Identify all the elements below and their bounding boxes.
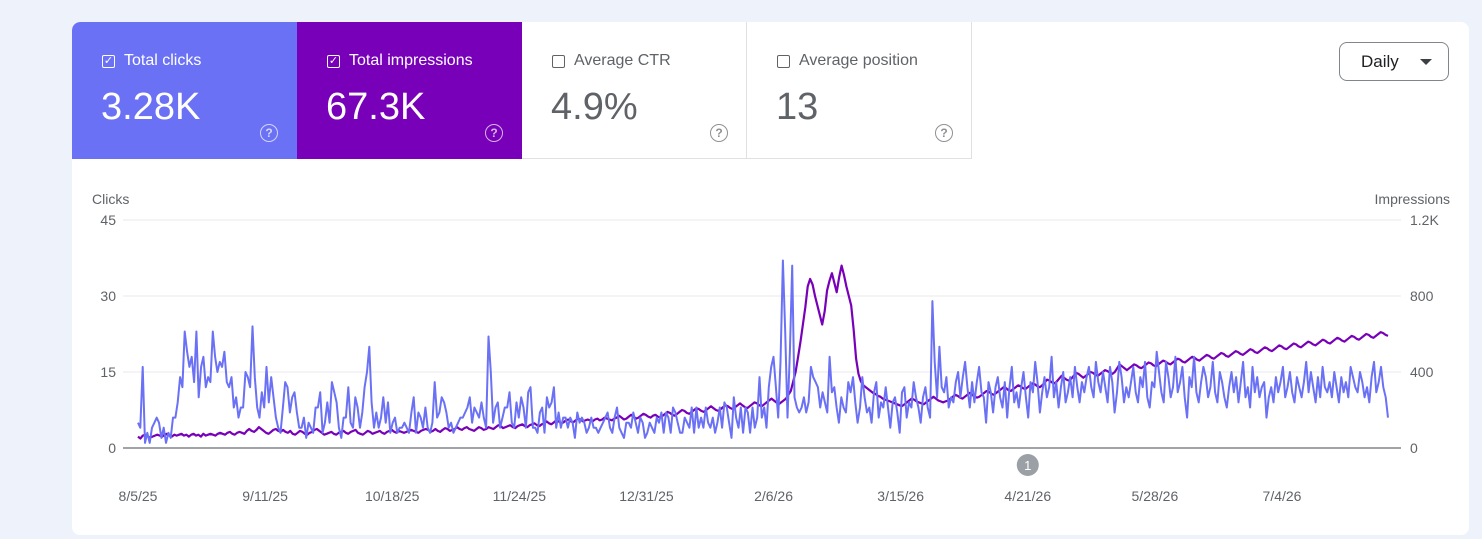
checkbox-checked-icon[interactable]: ✓ [102, 54, 115, 68]
metric-header: Average position [777, 52, 918, 70]
annotation-marker [1016, 454, 1039, 476]
axes: Clicks Impressions 45 1.2K 30 800 15 400 0 0 8/5/2… [92, 191, 1450, 504]
right-tick-label: 1.2K [1410, 212, 1439, 228]
metric-value: 67.3K [326, 86, 426, 128]
left-tick-label: 30 [100, 288, 116, 304]
x-tick-label: 2/6/26 [754, 488, 793, 504]
x-tick-label: 8/5/25 [119, 488, 158, 504]
metric-header: Average CTR [552, 52, 671, 70]
left-tick-label: 45 [100, 212, 116, 228]
checkbox-checked-icon[interactable]: ✓ [327, 54, 340, 68]
metric-average-position[interactable]: Average position 13 ? [747, 22, 972, 159]
series-line-impressions [137, 264, 1389, 440]
right-tick-label: 400 [1410, 364, 1434, 380]
metric-total-clicks[interactable]: ✓ Total clicks 3.28K ? [72, 22, 297, 159]
right-tick-label: 0 [1410, 440, 1418, 456]
performance-chart: Clicks Impressions 45 1.2K 30 800 15 400 0 0 8/5/2… [92, 191, 1450, 504]
right-axis-title: Impressions [1375, 191, 1450, 207]
left-tick-label: 0 [108, 440, 116, 456]
help-icon[interactable]: ? [485, 124, 503, 142]
annotations: 1 [1016, 454, 1039, 476]
left-axis-title: Clicks [92, 191, 129, 207]
metric-value: 4.9% [551, 86, 638, 128]
granularity-label: Daily [1361, 51, 1399, 71]
x-tick-label: 4/21/26 [1004, 488, 1051, 504]
annotation-label: 1 [1024, 458, 1031, 473]
help-icon[interactable]: ? [935, 124, 953, 142]
grid-lines [123, 219, 1401, 449]
x-tick-label: 10/18/25 [365, 488, 420, 504]
metric-average-ctr[interactable]: Average CTR 4.9% ? [522, 22, 747, 159]
series-lines [137, 259, 1389, 444]
performance-card: ✓ Total clicks 3.28K ? ✓ Total impressio… [72, 22, 1469, 535]
checkbox-unchecked-icon[interactable] [552, 54, 565, 68]
x-tick-label: 3/15/26 [877, 488, 924, 504]
metric-value: 13 [776, 86, 819, 128]
x-tick-label: 7/4/26 [1263, 488, 1302, 504]
x-tick-label: 12/31/25 [619, 488, 674, 504]
x-tick-label: 9/11/25 [242, 488, 288, 504]
help-icon[interactable]: ? [260, 124, 278, 142]
metric-label: Total clicks [124, 52, 202, 69]
x-tick-label: 11/24/25 [493, 488, 547, 504]
x-tick-label: 5/28/26 [1132, 488, 1179, 504]
right-tick-label: 800 [1410, 288, 1434, 304]
metric-header: ✓ Total clicks [102, 52, 201, 70]
left-tick-label: 15 [100, 364, 116, 380]
granularity-dropdown[interactable]: Daily [1339, 42, 1449, 81]
metric-total-impressions[interactable]: ✓ Total impressions 67.3K ? [297, 22, 522, 159]
series-line-clicks [137, 259, 1389, 444]
metric-label: Total impressions [349, 52, 473, 69]
metric-header: ✓ Total impressions [327, 52, 473, 70]
metric-label: Average CTR [574, 52, 671, 69]
caret-down-icon [1420, 59, 1432, 65]
metric-label: Average position [799, 52, 918, 69]
checkbox-unchecked-icon[interactable] [777, 54, 790, 68]
metric-value: 3.28K [101, 86, 201, 128]
help-icon[interactable]: ? [710, 124, 728, 142]
